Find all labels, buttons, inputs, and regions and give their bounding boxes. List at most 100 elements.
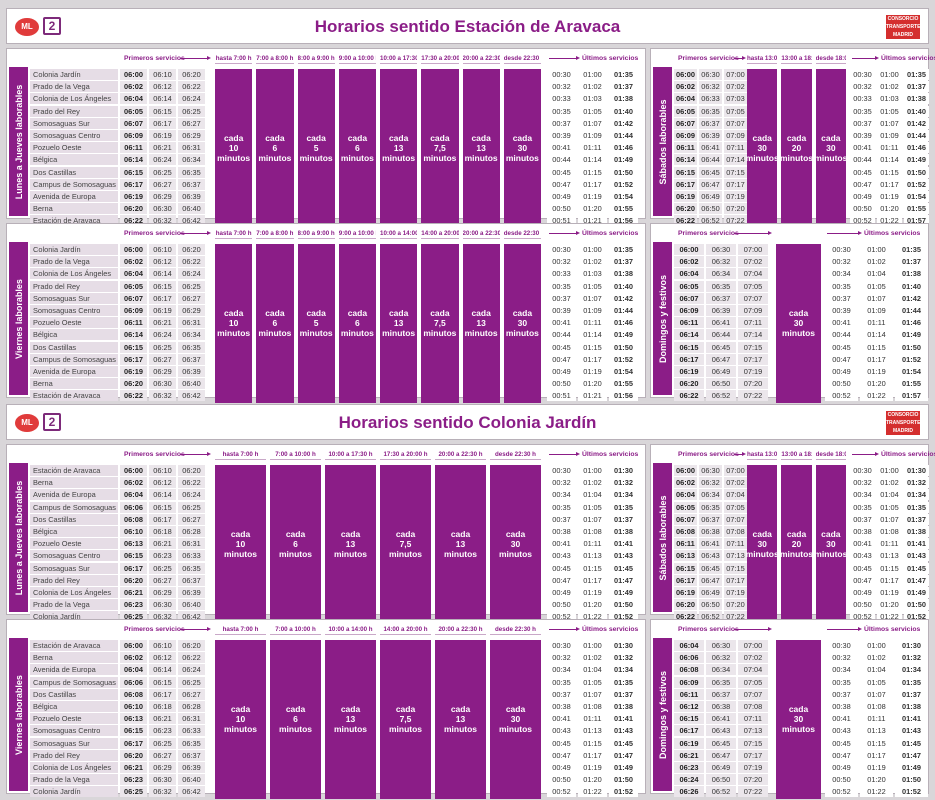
last-departure-time: 01:46 bbox=[609, 142, 638, 154]
last-departure-time: 01:15 bbox=[877, 166, 902, 178]
first-departure-time: 06:21 bbox=[149, 142, 176, 154]
last-departure-time: 00:34 bbox=[547, 489, 576, 501]
first-departure-time: 06:15 bbox=[674, 713, 704, 725]
first-departure-time: 06:27 bbox=[149, 574, 176, 586]
first-departure-time: 07:15 bbox=[738, 737, 768, 749]
last-departure-time: 01:07 bbox=[578, 688, 607, 700]
last-departure-time: 01:35 bbox=[609, 244, 638, 255]
last-departure-time: 01:05 bbox=[578, 280, 607, 292]
last-departure-time: 01:07 bbox=[860, 292, 893, 304]
last-departure-time: 01:47 bbox=[904, 574, 929, 586]
last-departure-time: 00:32 bbox=[850, 81, 875, 93]
last-departure-time: 01:42 bbox=[904, 117, 929, 129]
last-departure-time: 01:22 bbox=[578, 786, 607, 798]
last-departure-time: 00:38 bbox=[547, 701, 576, 712]
first-departure-time: 07:05 bbox=[738, 280, 768, 292]
last-departure-time: 00:33 bbox=[850, 93, 875, 105]
frequency-text: cada 10 minutos bbox=[223, 704, 258, 735]
first-departure-time: 06:42 bbox=[178, 390, 205, 402]
last-departure-time: 00:34 bbox=[825, 268, 858, 280]
first-departure-time: 06:12 bbox=[149, 81, 176, 93]
frequency-text: cada 13 minutos bbox=[443, 704, 478, 735]
last-departure-time: 00:33 bbox=[547, 93, 576, 105]
last-departure-time: 01:08 bbox=[860, 701, 893, 712]
last-departure-time: 01:20 bbox=[578, 378, 607, 390]
first-departure-time: 07:11 bbox=[724, 538, 747, 550]
last-departure-time: 00:32 bbox=[850, 477, 875, 489]
frequency-text: cada 30 minutos bbox=[505, 133, 539, 164]
first-departure-time: 07:05 bbox=[724, 501, 747, 513]
last-departure-time: 01:04 bbox=[860, 268, 893, 280]
stop-name: Campus de Somosaguas bbox=[30, 676, 118, 688]
frequency-band: cada 30 minutos bbox=[503, 244, 541, 403]
frequency-period-header: 20:00 a 22:30 h bbox=[462, 230, 500, 239]
first-departure-time: 07:02 bbox=[724, 81, 747, 93]
first-departure-time: 06:44 bbox=[699, 154, 722, 166]
last-departure-time: 01:11 bbox=[578, 142, 607, 154]
first-departure-time: 06:00 bbox=[120, 69, 147, 80]
first-departure-time: 06:20 bbox=[120, 574, 147, 586]
last-departure-time: 01:08 bbox=[578, 701, 607, 712]
last-departure-time: 01:02 bbox=[877, 81, 902, 93]
last-departure-time: 00:38 bbox=[850, 526, 875, 537]
first-departure-time: 06:38 bbox=[699, 526, 722, 537]
first-departure-time: 07:14 bbox=[724, 154, 747, 166]
section-header: ML 2 Horarios sentido Estación de Aravaca C… bbox=[6, 8, 929, 44]
first-departure-time: 06:07 bbox=[674, 292, 704, 304]
last-departure-time: 01:05 bbox=[877, 501, 902, 513]
frequency-text: cada 30 minutos bbox=[498, 704, 533, 735]
day-type-text: Sábados laborables bbox=[657, 98, 668, 185]
last-departure-time: 00:30 bbox=[547, 244, 576, 255]
first-departure-time: 06:06 bbox=[120, 676, 147, 688]
last-departure-time: 01:50 bbox=[895, 341, 928, 353]
stop-name: Colonia de Los Ángeles bbox=[30, 762, 118, 773]
first-departure-time: 06:29 bbox=[149, 762, 176, 773]
first-departure-time: 06:32 bbox=[706, 256, 736, 268]
last-departure-time: 01:15 bbox=[578, 562, 607, 574]
frequency-text: cada 13 minutos bbox=[382, 308, 416, 339]
last-departure-time: 00:49 bbox=[547, 587, 576, 598]
last-departure-time: 01:44 bbox=[609, 305, 638, 316]
last-departure-time: 00:44 bbox=[547, 154, 576, 166]
last-departure-time: 01:02 bbox=[578, 81, 607, 93]
frequency-period-header: desde 22:30 h bbox=[490, 624, 541, 635]
last-departure-time: 00:47 bbox=[547, 353, 576, 365]
first-departure-time: 06:17 bbox=[674, 725, 704, 737]
first-services-label: Primeros servicios bbox=[124, 55, 185, 62]
last-departure-time: 01:00 bbox=[860, 640, 893, 651]
stop-name: Bélgica bbox=[30, 329, 118, 341]
schedule-panel: Domingos y festivos Primeros servicios Últ… bbox=[650, 619, 929, 799]
last-departure-time: 01:14 bbox=[860, 329, 893, 341]
last-departure-time: 01:55 bbox=[904, 203, 929, 215]
first-departure-time: 06:14 bbox=[120, 154, 147, 166]
first-departure-time: 06:45 bbox=[706, 341, 736, 353]
first-departure-time: 06:20 bbox=[674, 599, 697, 611]
frequency-band: cada 30 minutos bbox=[814, 465, 847, 624]
last-departure-time: 01:41 bbox=[895, 713, 928, 725]
last-departure-time: 01:37 bbox=[904, 81, 929, 93]
first-departure-time: 06:17 bbox=[120, 737, 147, 749]
last-departure-time: 00:34 bbox=[825, 664, 858, 676]
first-departure-time: 06:02 bbox=[120, 256, 147, 268]
frequency-text: cada 30 minutos bbox=[814, 133, 848, 164]
stop-name: Bélgica bbox=[30, 154, 118, 166]
frequency-period-header: 13:00 a 18:00 h bbox=[781, 451, 812, 460]
last-departure-time: 01:57 bbox=[895, 390, 928, 402]
first-departure-time: 06:20 bbox=[120, 378, 147, 390]
first-departure-time: 06:39 bbox=[178, 762, 205, 773]
frequency-period-header: 10:00 a 17:30 h bbox=[325, 449, 376, 460]
frequency-text: cada 6 minutos bbox=[340, 133, 374, 164]
first-departure-time: 06:41 bbox=[706, 713, 736, 725]
last-departure-time: 00:30 bbox=[850, 465, 875, 476]
frequency-text: cada 13 minutos bbox=[464, 133, 498, 164]
last-departure-time: 00:47 bbox=[547, 574, 576, 586]
stop-name: Avenida de Europa bbox=[30, 191, 118, 202]
arrow-right-icon bbox=[852, 56, 879, 60]
stop-name: Dos Castillas bbox=[30, 688, 118, 700]
first-departure-time: 06:34 bbox=[706, 664, 736, 676]
stop-name: Dos Castillas bbox=[30, 341, 118, 353]
last-departure-time: 01:32 bbox=[609, 477, 638, 489]
first-departure-time: 06:52 bbox=[699, 611, 722, 623]
first-departure-time: 07:09 bbox=[724, 130, 747, 141]
first-departure-time: 06:22 bbox=[120, 215, 147, 227]
